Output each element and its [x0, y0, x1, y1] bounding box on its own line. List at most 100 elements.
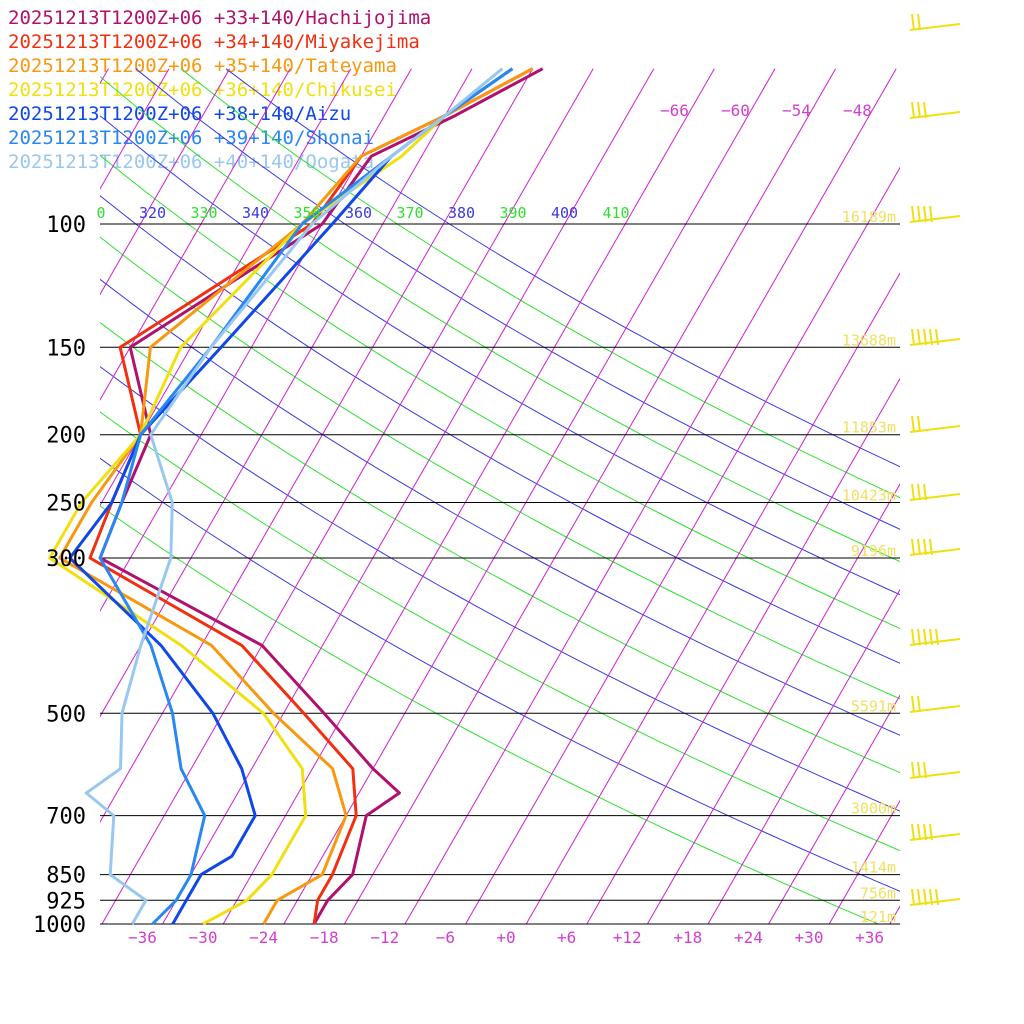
isotherm-line	[100, 68, 231, 296]
wind-barb-flag	[923, 628, 927, 646]
theta-line	[180, 68, 900, 499]
height-label: 1414m	[851, 859, 896, 877]
theta-label: 320	[139, 204, 166, 222]
theta-line	[135, 68, 900, 530]
isotherm-lines	[100, 68, 900, 924]
temp-tick-label: −6	[436, 928, 455, 947]
temp-tick-label: +18	[673, 928, 702, 947]
wind-barb	[909, 628, 961, 646]
temp-tick-label: +24	[734, 928, 763, 947]
isotherm-line	[646, 483, 900, 924]
wind-barb-flag	[917, 483, 921, 501]
legend: 20251213T1200Z+06 +33+140/Hachijojima 20…	[8, 6, 431, 174]
wind-barb	[909, 328, 961, 346]
wind-barb-flag	[917, 761, 921, 779]
isotherm-line	[100, 68, 352, 507]
pressure-label: 500	[46, 702, 86, 727]
wind-barb-staff	[909, 833, 961, 841]
theta-label: 340	[242, 204, 269, 222]
height-label: 11853m	[842, 419, 896, 437]
wind-barb-flag	[911, 823, 915, 841]
isotherm-line	[404, 68, 897, 924]
wind-barb-flag	[923, 328, 927, 346]
isotherm-line	[768, 694, 900, 924]
wind-barb-flag	[911, 13, 915, 31]
theta-label: 330	[190, 204, 217, 222]
legend-entry-miyakejima: 20251213T1200Z+06 +34+140/Miyakejima	[8, 31, 420, 53]
wind-barb-flag	[923, 538, 927, 556]
wind-barb	[909, 101, 961, 119]
isobar-lines	[100, 223, 900, 925]
sounding-line	[68, 67, 514, 925]
theta-line	[100, 236, 900, 700]
isotherm-line	[100, 68, 534, 823]
theta-label: 0	[96, 204, 105, 222]
wind-barb-flag	[935, 628, 939, 646]
sounding-line	[48, 67, 514, 926]
legend-entry-chikusei: 20251213T1200Z+06 +36+140/Chikusei	[8, 79, 397, 101]
isotherm-line	[465, 166, 900, 924]
upper-temp-label: −54	[782, 101, 811, 120]
isotherm-line	[283, 68, 776, 924]
wind-barb-staff	[909, 338, 961, 346]
sounding-line	[98, 67, 514, 926]
legend-entry-tateyama: 20251213T1200Z+06 +35+140/Tateyama	[8, 55, 397, 77]
wind-barb-flag	[911, 695, 915, 713]
theta-line	[100, 457, 900, 892]
pressure-label: 150	[46, 336, 86, 361]
upper-temp-label: −66	[660, 101, 689, 120]
wind-barb	[909, 13, 961, 31]
wind-barb-staff	[909, 111, 961, 119]
wind-barb	[909, 823, 961, 841]
wind-barb-staff	[909, 425, 961, 433]
temp-tick-label: +30	[795, 928, 824, 947]
theta-line	[100, 366, 900, 812]
wind-barb-flag	[911, 101, 915, 119]
wind-barb-flag	[923, 761, 927, 779]
isotherm-line	[100, 68, 473, 718]
wind-barb-flag	[917, 205, 921, 223]
sounding-line	[84, 67, 504, 925]
temp-tick-label: +36	[855, 928, 884, 947]
wind-barb-staff	[909, 548, 961, 556]
sounding-line	[58, 67, 534, 925]
wind-barb-flag	[917, 888, 921, 906]
height-label: 121m	[860, 908, 896, 926]
legend-entry-shonai: 20251213T1200Z+06 +39+140/Shonai	[8, 127, 375, 149]
isotherm-line	[889, 905, 900, 924]
wind-barb-flag	[917, 538, 921, 556]
sounding-line	[88, 67, 534, 925]
theta-label: 360	[345, 204, 372, 222]
wind-barb-flag	[917, 823, 921, 841]
theta-label: 380	[448, 204, 475, 222]
temp-tick-label: +12	[613, 928, 642, 947]
theta-line	[100, 76, 900, 563]
sounding-profiles	[48, 67, 544, 926]
isotherm-line	[222, 68, 715, 924]
wind-barb	[909, 538, 961, 556]
pressure-label: 925	[46, 889, 86, 914]
temp-tick-label: −30	[189, 928, 218, 947]
theta-label: 350	[293, 204, 320, 222]
wind-barb-flag	[929, 888, 933, 906]
height-label: 5591m	[851, 697, 896, 715]
legend-entry-oogata: 20251213T1200Z+06 +40+140/Oogata	[8, 151, 375, 173]
theta-line	[100, 321, 900, 774]
height-label: 16189m	[842, 208, 896, 226]
theta-line	[225, 68, 900, 468]
wind-barb-flag	[911, 205, 915, 223]
wind-barb	[909, 695, 961, 713]
theta-line	[100, 154, 900, 630]
isotherm-line	[707, 588, 900, 924]
theta-label: 400	[551, 204, 578, 222]
height-label: 9196m	[851, 542, 896, 560]
wind-barb-flag	[911, 328, 915, 346]
wind-barb	[909, 761, 961, 779]
pressure-label: 300	[46, 547, 86, 572]
wind-barb-flag	[923, 823, 927, 841]
wind-barb-staff	[909, 771, 961, 779]
wind-barb-flag	[917, 695, 921, 713]
isotherm-line	[586, 377, 900, 924]
temp-tick-label: −18	[310, 928, 339, 947]
theta-line	[100, 505, 879, 924]
